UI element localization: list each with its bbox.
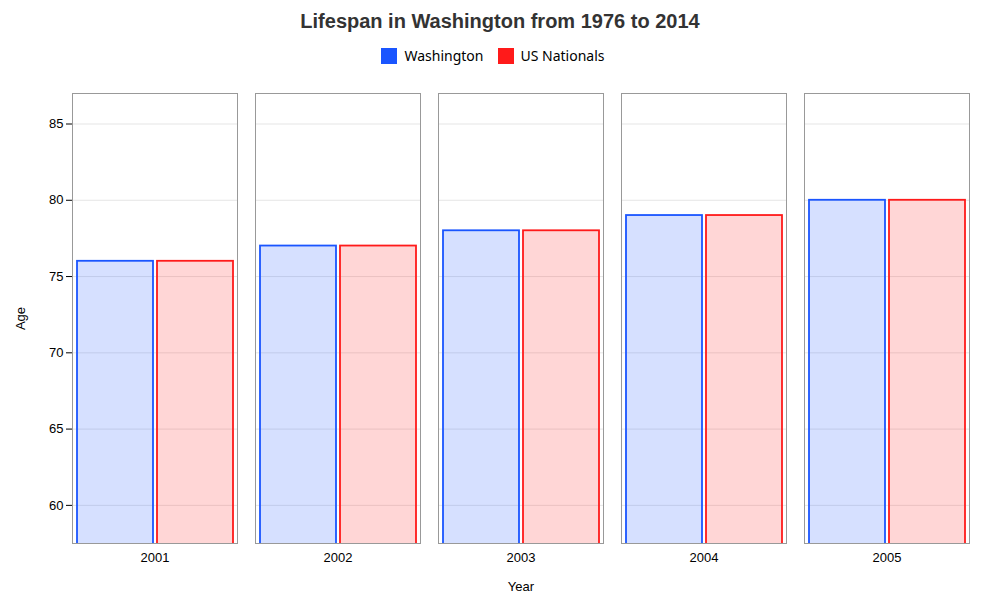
- svg-text:2002: 2002: [324, 550, 353, 565]
- svg-text:2001: 2001: [141, 550, 170, 565]
- html-text:Lifespan in Washington from 19: Lifespan in Washington from 1976 to 2014: [300, 10, 700, 32]
- html-text:Washington: Washington: [404, 46, 484, 65]
- svg-text:Year: Year: [508, 579, 535, 594]
- svg-text:60: 60: [49, 498, 63, 513]
- svg-text:80: 80: [49, 192, 63, 207]
- svg-text:70: 70: [49, 345, 63, 360]
- svg-text:2005: 2005: [873, 550, 902, 565]
- svg-text:Age: Age: [13, 307, 28, 330]
- svg-text:75: 75: [49, 269, 63, 284]
- svg-text:2004: 2004: [690, 550, 719, 565]
- html-text:US Nationals: US Nationals: [520, 46, 605, 65]
- svg-text:2003: 2003: [507, 550, 536, 565]
- svg-text:65: 65: [49, 421, 63, 436]
- svg-text:85: 85: [49, 116, 63, 131]
